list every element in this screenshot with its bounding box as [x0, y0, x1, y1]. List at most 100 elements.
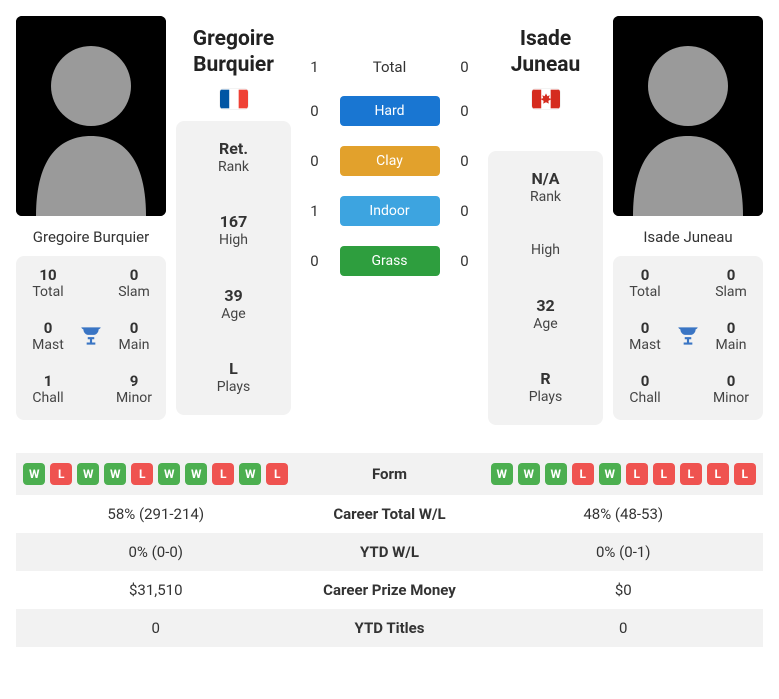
player1-avatar: [16, 16, 166, 216]
h2h-right-value: 0: [450, 252, 480, 270]
p1-rank: Ret. Rank: [176, 121, 291, 195]
p2-ytd-wl: 0% (0-1): [490, 543, 758, 561]
p1-main: 0 Main: [108, 319, 160, 354]
top-row: Gregoire Burquier 1 0 Total 0 Slam 0 Mast: [16, 16, 763, 425]
player1-heading: Gregoire Burquier: [176, 26, 291, 79]
form-badge: L: [626, 463, 648, 485]
p1-minor: 9 Minor: [108, 372, 160, 407]
p1-ytd-titles: 0: [22, 619, 290, 637]
player2-form: WWWLWLLLLL: [490, 463, 758, 485]
player1-name-label: Gregoire Burquier: [16, 228, 166, 246]
form-badge: W: [185, 463, 207, 485]
compare-row-career-prize: $31,510 Career Prize Money $0: [16, 571, 763, 609]
p1-mast: 0 Mast: [22, 319, 74, 354]
p1-career-prize: $31,510: [22, 581, 290, 599]
p2-main: 0 Main: [705, 319, 757, 354]
form-badge: W: [239, 463, 261, 485]
form-badge: L: [707, 463, 729, 485]
compare-row-ytd-wl: 0% (0-0) YTD W/L 0% (0-1): [16, 533, 763, 571]
p2-age: 32 Age: [488, 278, 603, 352]
surface-pill: Clay: [340, 146, 440, 176]
h2h-right-value: 0: [450, 152, 480, 170]
form-badge: W: [599, 463, 621, 485]
form-badge: L: [572, 463, 594, 485]
compare-label-ytd-wl: YTD W/L: [290, 543, 490, 561]
h2h-row: 0 Clay 0: [301, 146, 478, 176]
surface-pill: Hard: [340, 96, 440, 126]
form-badge: W: [77, 463, 99, 485]
form-badge: W: [158, 463, 180, 485]
p2-rank: N/A Rank: [488, 151, 603, 225]
player1-form: WLWWLWWLWL: [22, 463, 290, 485]
form-badge: L: [680, 463, 702, 485]
surface-pill: Indoor: [340, 196, 440, 226]
p1-ytd-wl: 0% (0-0): [22, 543, 290, 561]
player2-summary-card: 0 Total 0 Slam 0 Mast 0 Main 0: [613, 256, 763, 420]
silhouette-icon: [16, 16, 166, 216]
compare-label-career-wl: Career Total W/L: [290, 505, 490, 523]
h2h-left-value: 1: [300, 202, 330, 220]
h2h-right-value: 0: [450, 102, 480, 120]
player1-name-stack: Gregoire Burquier Ret. Rank 167 High 39 …: [176, 16, 291, 425]
form-badge: W: [104, 463, 126, 485]
h2h-left-value: 0: [300, 152, 330, 170]
h2h-right-value: 0: [450, 202, 480, 220]
p2-total: 0 Total: [619, 266, 671, 301]
trophy-icon: [74, 319, 108, 354]
p1-chall: 1 Chall: [22, 372, 74, 407]
compare-label-ytd-titles: YTD Titles: [290, 619, 490, 637]
p2-plays: R Plays: [488, 351, 603, 425]
h2h-row: 0 Grass 0: [301, 246, 478, 276]
h2h-row: 1 Indoor 0: [301, 196, 478, 226]
form-badge: W: [545, 463, 567, 485]
p1-age: 39 Age: [176, 268, 291, 342]
p1-slam: 0 Slam: [108, 266, 160, 301]
compare-table: WLWWLWWLWL Form WWWLWLLLLL 58% (291-214)…: [16, 453, 763, 647]
form-badge: L: [212, 463, 234, 485]
player2-flag: [532, 89, 560, 109]
h2h-center: 1 Total 0 0 Hard 0 0 Clay 0 1 Indoor 0 0 Grass 0: [301, 16, 478, 425]
form-badge: L: [50, 463, 72, 485]
p1-career-wl: 58% (291-214): [22, 505, 290, 523]
player2-heading-block: Isade Juneau: [488, 16, 603, 113]
player2-rank-card: N/A Rank High 32 Age R Plays: [488, 151, 603, 425]
p2-high: High: [488, 224, 603, 278]
player2-name-label: Isade Juneau: [613, 228, 763, 246]
h2h-row: 1 Total 0: [301, 58, 478, 76]
p2-slam: 0 Slam: [705, 266, 757, 301]
compare-row-ytd-titles: 0 YTD Titles 0: [16, 609, 763, 647]
silhouette-icon: [613, 16, 763, 216]
form-badge: L: [734, 463, 756, 485]
p2-mast: 0 Mast: [619, 319, 671, 354]
h2h-total-label: Total: [340, 58, 440, 76]
surface-pill: Grass: [340, 246, 440, 276]
form-badge: L: [131, 463, 153, 485]
player2-avatar-card: Isade Juneau 0 Total 0 Slam 0 Mast 0: [613, 16, 763, 425]
h2h-left-value: 0: [300, 252, 330, 270]
player1-summary-card: 10 Total 0 Slam 0 Mast 0 Main: [16, 256, 166, 420]
h2h-left-value: 0: [300, 102, 330, 120]
form-badge: L: [266, 463, 288, 485]
p2-career-prize: $0: [490, 581, 758, 599]
form-badge: W: [518, 463, 540, 485]
p2-career-wl: 48% (48-53): [490, 505, 758, 523]
compare-label-form: Form: [290, 465, 490, 483]
form-badge: W: [23, 463, 45, 485]
form-badge: W: [491, 463, 513, 485]
p2-minor: 0 Minor: [705, 372, 757, 407]
form-badge: L: [653, 463, 675, 485]
compare-row-career-wl: 58% (291-214) Career Total W/L 48% (48-5…: [16, 495, 763, 533]
player1-heading-block: Gregoire Burquier: [176, 16, 291, 113]
h2h-right-value: 0: [450, 58, 480, 76]
h2h-row: 0 Hard 0: [301, 96, 478, 126]
compare-row-form: WLWWLWWLWL Form WWWLWLLLLL: [16, 453, 763, 495]
trophy-icon: [671, 319, 705, 354]
player1-avatar-card: Gregoire Burquier 10 Total 0 Slam 0 Mast: [16, 16, 166, 425]
player1-flag: [220, 89, 248, 109]
player1-rank-card: Ret. Rank 167 High 39 Age L Plays: [176, 121, 291, 415]
p2-ytd-titles: 0: [490, 619, 758, 637]
player2-avatar: [613, 16, 763, 216]
compare-label-career-prize: Career Prize Money: [290, 581, 490, 599]
h2h-left-value: 1: [300, 58, 330, 76]
player2-heading: Isade Juneau: [488, 26, 603, 79]
